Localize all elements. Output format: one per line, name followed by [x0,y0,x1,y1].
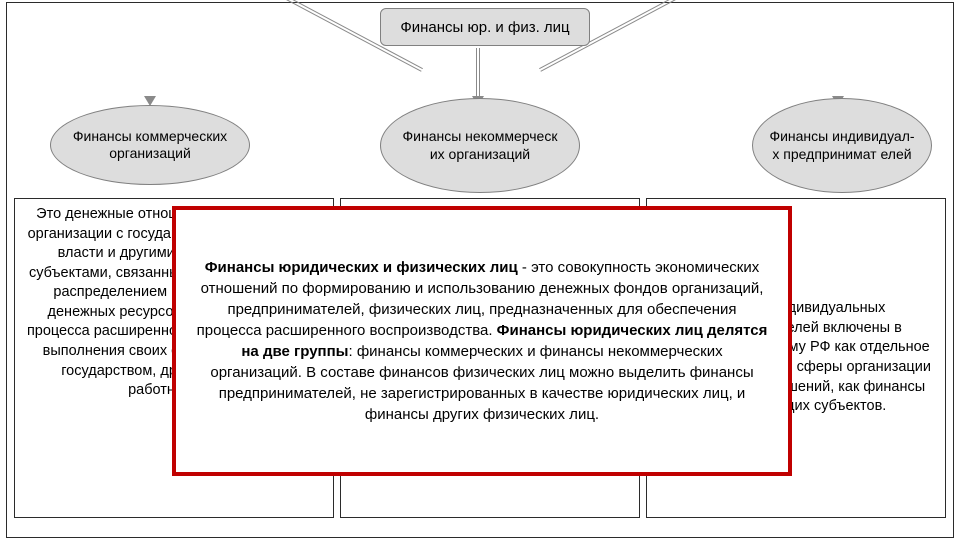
overlay-bold-1: Финансы юридических и физических лиц [205,259,518,276]
root-node-label: Финансы юр. и физ. лиц [400,19,569,36]
child-node-1: Финансы коммерческих организаций [50,105,250,185]
root-node: Финансы юр. и физ. лиц [380,8,590,46]
connector-middle [476,48,484,100]
overlay-text: Финансы юридических и физических лиц - э… [196,257,768,425]
child-node-2: Финансы некоммерческ их организаций [380,98,580,193]
child-node-3-label: Финансы индивидуал-х предпринимат елей [769,128,915,163]
child-node-1-label: Финансы коммерческих организаций [67,128,233,163]
overlay-box: Финансы юридических и физических лиц - э… [172,206,792,476]
child-node-3: Финансы индивидуал-х предпринимат елей [752,98,932,193]
child-node-2-label: Финансы некоммерческ их организаций [397,128,563,163]
